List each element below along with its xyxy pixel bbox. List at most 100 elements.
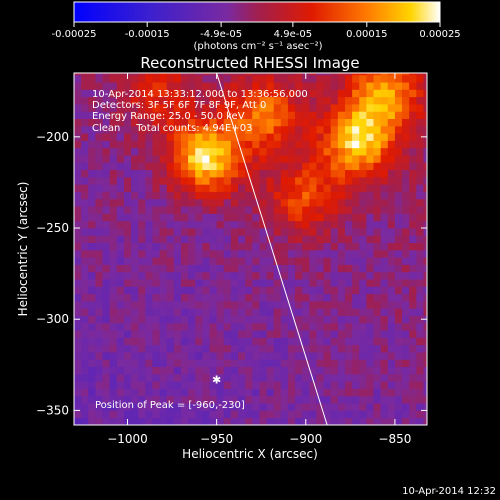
heatmap-cell (223, 366, 232, 375)
heatmap-cell (173, 104, 182, 112)
heatmap-cell (423, 395, 427, 404)
heatmap-cell (166, 293, 175, 302)
heatmap-cell (380, 417, 389, 425)
heatmap-cell (366, 242, 374, 251)
heatmap-cell (387, 242, 396, 251)
heatmap-cell (366, 322, 374, 331)
heatmap-cell (223, 373, 232, 382)
heatmap-cell (74, 184, 82, 192)
heatmap-cell (188, 322, 196, 331)
heatmap-cell (330, 330, 339, 338)
heatmap-cell (74, 388, 82, 397)
heatmap-cell (131, 74, 139, 83)
heatmap-cell (359, 322, 367, 331)
heatmap-cell (295, 176, 303, 185)
heatmap-cell (309, 220, 317, 229)
heatmap-cell (138, 96, 146, 105)
heatmap-cell (95, 381, 103, 389)
heatmap-cell (416, 104, 424, 112)
heatmap-cell (273, 140, 282, 149)
heatmap-cell (209, 271, 218, 280)
heatmap-cell (316, 133, 324, 141)
heatmap-cell (409, 169, 417, 178)
heatmap-cell (302, 169, 310, 178)
heatmap-cell (188, 395, 196, 404)
heatmap-cell (373, 410, 382, 419)
colorbar-tick-label: -0.00025 (52, 29, 97, 40)
heatmap-cell (138, 198, 146, 207)
heatmap-cell (81, 300, 89, 309)
heatmap-cell (245, 249, 253, 258)
heatmap-cell (380, 410, 389, 419)
heatmap-cell (380, 337, 389, 346)
heatmap-cell (394, 308, 403, 316)
heatmap-cell (238, 293, 246, 302)
heatmap-cell (266, 264, 275, 273)
heatmap-cell (330, 308, 339, 316)
heatmap-cell (337, 308, 346, 316)
heatmap-cell (152, 322, 160, 331)
heatmap-cell (188, 293, 196, 302)
heatmap-cell (145, 359, 153, 368)
x-tick-label: −900 (289, 432, 322, 446)
heatmap-cell (373, 373, 382, 382)
heatmap-cell (344, 82, 353, 90)
heatmap-cell (116, 359, 125, 368)
heatmap-cell (238, 184, 246, 192)
heatmap-cell (295, 279, 303, 287)
heatmap-cell (266, 373, 275, 382)
heatmap-cell (95, 257, 103, 265)
heatmap-cell (394, 410, 403, 419)
heatmap-cell (302, 104, 310, 112)
heatmap-cell (387, 344, 396, 353)
heatmap-cell (359, 74, 367, 83)
heatmap-cell (74, 111, 82, 119)
heatmap-cell (88, 249, 96, 258)
heatmap-cell (88, 140, 96, 149)
heatmap-cell (344, 308, 353, 316)
heatmap-cell (95, 286, 103, 295)
heatmap-cell (316, 315, 324, 324)
heatmap-cell (409, 279, 417, 287)
heatmap-cell (195, 118, 203, 127)
heatmap-cell (95, 125, 103, 134)
heatmap-cell (394, 264, 403, 273)
heatmap-cell (202, 322, 210, 331)
heatmap-cell (223, 206, 232, 214)
heatmap-cell (152, 308, 160, 316)
heatmap-cell (323, 191, 332, 200)
heatmap-cell (152, 206, 160, 214)
heatmap-cell (416, 366, 424, 375)
heatmap-cell (409, 337, 417, 346)
heatmap-cell (416, 206, 424, 214)
heatmap-cell (202, 366, 210, 375)
heatmap-cell (423, 155, 427, 163)
heatmap-cell (373, 352, 382, 360)
heatmap-cell (259, 82, 267, 90)
heatmap-cell (159, 352, 168, 360)
heatmap-cell (394, 271, 403, 280)
heatmap-cell (173, 322, 182, 331)
heatmap-cell (209, 73, 218, 76)
heatmap-cell (402, 74, 410, 83)
heatmap-cell (330, 198, 339, 207)
heatmap-cell (123, 359, 132, 368)
heatmap-cell (359, 133, 367, 141)
heatmap-cell (74, 264, 82, 273)
heatmap-cell (380, 73, 389, 76)
heatmap-cell (102, 300, 111, 309)
heatmap-cell (316, 73, 324, 76)
heatmap-cell (295, 322, 303, 331)
heatmap-cell (209, 111, 218, 119)
heatmap-cell (195, 417, 203, 425)
heatmap-cell (245, 279, 253, 287)
heatmap-cell (95, 388, 103, 397)
heatmap-cell (330, 344, 339, 353)
heatmap-cell (359, 330, 367, 338)
heatmap-cell (323, 337, 332, 346)
heatmap-cell (209, 133, 218, 141)
heatmap-cell (373, 206, 382, 214)
heatmap-cell (230, 140, 239, 149)
heatmap-cell (423, 82, 427, 90)
heatmap-cell (409, 403, 417, 411)
